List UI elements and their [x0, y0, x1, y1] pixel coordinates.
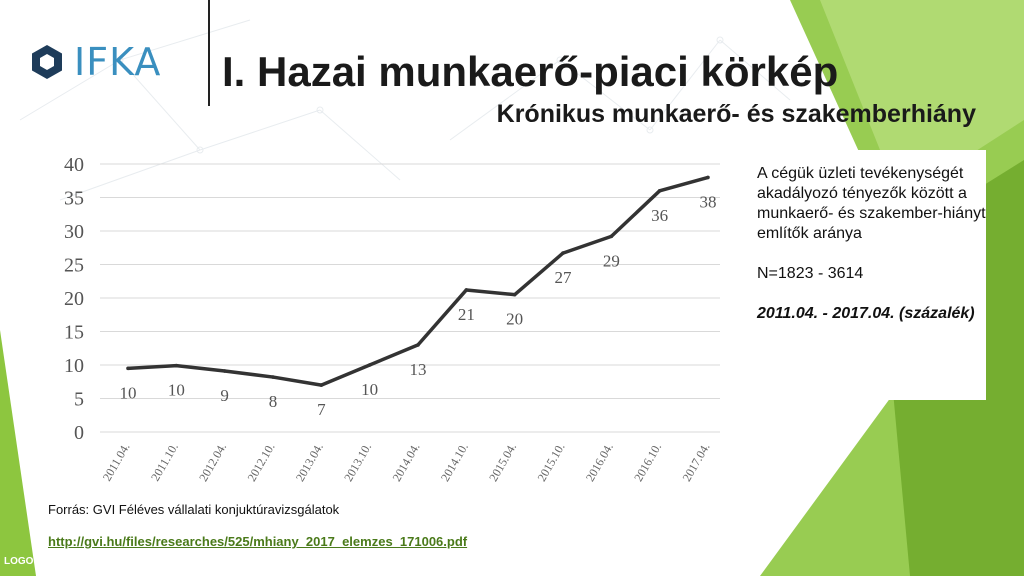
note-sample-size: N=1823 - 3614 — [757, 265, 864, 282]
green-decoration-left — [0, 330, 36, 576]
data-label: 10 — [120, 383, 137, 402]
data-point — [271, 375, 275, 379]
data-point — [416, 343, 420, 347]
data-label: 8 — [269, 392, 278, 411]
data-label: 9 — [220, 386, 229, 405]
data-point — [561, 251, 565, 255]
y-tick-label: 10 — [64, 355, 84, 377]
data-label: 21 — [458, 305, 475, 324]
x-tick-label: 2011.10. — [148, 441, 181, 484]
ifka-logo: IFKA — [30, 40, 161, 84]
data-point — [126, 366, 130, 371]
data-label: 10 — [168, 381, 185, 400]
x-tick-label: 2015.10. — [534, 441, 567, 484]
data-label: 10 — [361, 380, 378, 399]
data-point — [609, 234, 614, 239]
header-divider — [208, 0, 210, 106]
x-tick-label: 2015.04. — [486, 440, 519, 483]
x-tick-label: 2016.10. — [631, 441, 664, 484]
page-title: I. Hazai munkaerő-piaci körkép — [222, 48, 839, 95]
x-tick-label: 2016.04. — [583, 441, 616, 484]
logo-text: IFKA — [74, 40, 162, 84]
data-label: 29 — [603, 251, 620, 270]
data-point — [319, 383, 324, 387]
data-point — [706, 175, 710, 180]
note-period: 2011.04. - 2017.04. (százalék) — [757, 305, 975, 322]
data-label: 20 — [506, 310, 523, 329]
white-panel — [748, 150, 986, 400]
x-tick-label: 2014.04. — [389, 441, 422, 484]
y-tick-label: 35 — [64, 188, 84, 210]
data-label: 36 — [651, 206, 668, 225]
source-link[interactable]: http://gvi.hu/files/researches/525/mhian… — [48, 534, 468, 549]
y-tick-label: 15 — [64, 322, 84, 344]
page-subtitle: Krónikus munkaerő- és szakemberhiány — [496, 100, 976, 128]
data-point — [464, 288, 469, 292]
x-tick-label: 2011.04. — [100, 441, 133, 484]
y-tick-label: 25 — [64, 255, 84, 277]
note-description: A cégük üzleti tevékenységét akadályozó … — [757, 165, 986, 242]
x-tick-label: 2013.10. — [341, 441, 374, 484]
data-label: 38 — [700, 192, 717, 211]
data-label: 13 — [410, 360, 427, 379]
data-point — [657, 189, 662, 193]
x-tick-label: 2017.04. — [679, 441, 712, 484]
chart-note: A cégük üzleti tevékenységét akadályozó … — [757, 164, 997, 324]
series-line — [127, 175, 709, 387]
x-tick-label: 2013.04. — [293, 441, 326, 484]
y-tick-label: 20 — [64, 288, 84, 310]
y-tick-label: 5 — [74, 389, 84, 411]
network-pattern — [19, 19, 791, 201]
x-tick-label: 2012.04. — [196, 441, 229, 484]
data-label: 7 — [317, 400, 326, 419]
line-chart: 0 5 10 15 20 25 30 35 40 10 10 9 8 7 10 13 21 20 27 29 36 38 2… — [64, 154, 720, 484]
y-tick-label: 30 — [64, 221, 84, 243]
source-label: Forrás: GVI Féléves vállalati konjuktúra… — [48, 502, 340, 517]
data-point — [222, 369, 227, 373]
data-point — [512, 292, 517, 297]
hexagon-logo-icon — [32, 45, 62, 79]
y-tick-label: 0 — [74, 422, 84, 444]
x-tick-label: 2012.10. — [244, 441, 277, 484]
data-point — [174, 363, 179, 368]
data-point — [367, 363, 372, 367]
data-label: 27 — [555, 268, 573, 287]
footer-logo: LOGO — [4, 556, 34, 567]
x-tick-label: 2014.10. — [438, 441, 471, 484]
y-tick-label: 40 — [64, 154, 84, 176]
